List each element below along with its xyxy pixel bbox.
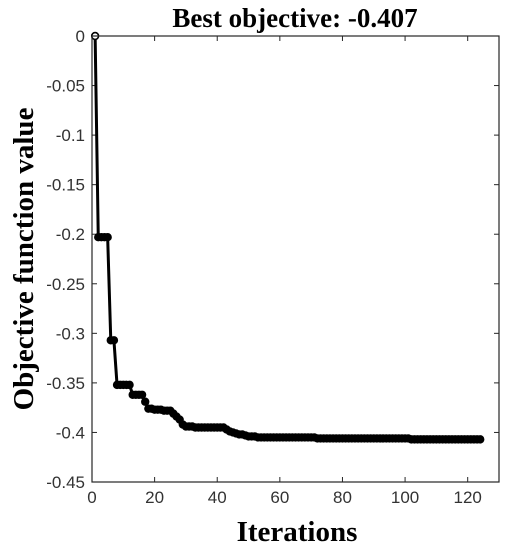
x-axis-label: Iterations bbox=[237, 516, 358, 548]
x-tick-label: 100 bbox=[391, 488, 419, 507]
y-tick-label: -0.4 bbox=[56, 423, 85, 442]
data-point bbox=[476, 435, 485, 444]
y-tick-label: -0.2 bbox=[56, 225, 85, 244]
data-point bbox=[109, 336, 119, 345]
y-tick-label: -0.1 bbox=[56, 126, 85, 145]
x-tick-label: 40 bbox=[208, 488, 227, 507]
x-tick-label: 120 bbox=[454, 488, 482, 507]
chart-title: Best objective: -0.407 bbox=[172, 3, 417, 33]
data-point bbox=[141, 397, 150, 406]
plot-frame bbox=[91, 35, 500, 483]
x-tick-label: 0 bbox=[87, 488, 96, 507]
y-tick-label: -0.45 bbox=[46, 473, 85, 492]
y-tick-label: -0.35 bbox=[46, 374, 85, 393]
x-tick-label: 20 bbox=[145, 488, 164, 507]
y-tick-label: -0.25 bbox=[46, 275, 85, 294]
plot-area bbox=[92, 36, 499, 482]
y-tick-label: 0 bbox=[76, 27, 85, 46]
y-tick-labels: 0 -0.05 -0.1 -0.15 -0.2 -0.25 -0.3 -0.35 -0.4 -0.… bbox=[46, 27, 85, 492]
data-point bbox=[125, 380, 134, 390]
x-tick-labels: 0 20 40 60 80 100 120 bbox=[87, 488, 482, 507]
x-tick-label: 60 bbox=[270, 488, 289, 507]
y-tick-label: -0.05 bbox=[46, 77, 85, 96]
y-axis-label: Objective function value bbox=[8, 107, 40, 410]
y-tick-label: -0.15 bbox=[46, 176, 85, 195]
y-tick-label: -0.3 bbox=[56, 324, 85, 343]
series-markers bbox=[90, 31, 485, 444]
data-point bbox=[103, 232, 112, 242]
x-tick-label: 80 bbox=[333, 488, 352, 507]
data-point bbox=[137, 390, 147, 399]
